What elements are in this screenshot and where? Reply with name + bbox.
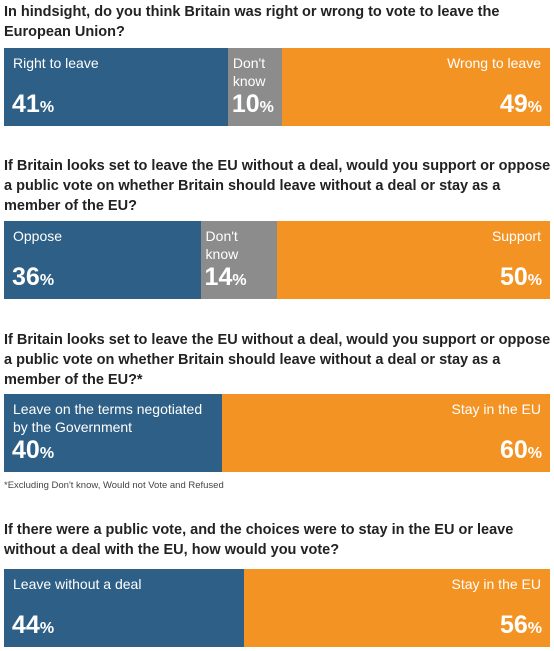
- bar-segment: Stay in the EU 60%: [222, 394, 550, 472]
- segment-label: Right to leave: [13, 55, 99, 71]
- segment-value: 40%: [12, 436, 54, 468]
- value-unit: %: [527, 445, 542, 462]
- bar-segment: Don't know 10%: [227, 48, 283, 126]
- value-unit: %: [39, 445, 55, 462]
- segment-label: Support: [491, 228, 541, 244]
- segment-value: 56%: [500, 611, 542, 643]
- bar-segment: Wrong to leave 49%: [282, 48, 550, 126]
- stacked-bar: Right to leave 41% Don't know 10% Wrong to l…: [4, 48, 550, 126]
- segment-value: 50%: [500, 263, 542, 295]
- value-number: 40: [12, 436, 40, 464]
- value-number: 49: [499, 90, 528, 118]
- segment-value: 41%: [12, 90, 54, 122]
- value-number: 10: [231, 90, 260, 118]
- segment-value: 14%: [205, 263, 247, 295]
- segment-label: Wrong to leave: [447, 55, 541, 71]
- value-number: 50: [499, 263, 528, 291]
- value-unit: %: [39, 272, 55, 289]
- value-unit: %: [39, 99, 55, 116]
- segment-label: Don't know: [205, 228, 239, 262]
- segment-value: 49%: [500, 90, 542, 122]
- value-number: 36: [12, 263, 40, 291]
- bar-segment: Support 50%: [276, 221, 550, 299]
- segment-value: 10%: [232, 90, 274, 122]
- bar-segment: Right to leave 41%: [4, 48, 228, 126]
- value-unit: %: [527, 620, 542, 637]
- stacked-bar: Leave without a deal 44% Stay in the EU 56%: [4, 569, 550, 647]
- value-number: 56: [499, 611, 528, 639]
- segment-value: 36%: [12, 263, 54, 295]
- value-unit: %: [259, 99, 274, 116]
- value-number: 44: [12, 611, 40, 639]
- value-unit: %: [527, 272, 542, 289]
- value-number: 14: [204, 263, 233, 291]
- segment-label: Stay in the EU: [451, 401, 541, 417]
- segment-label: Leave without a deal: [13, 576, 142, 592]
- bar-segment: Stay in the EU 56%: [244, 569, 550, 647]
- value-number: 60: [499, 436, 528, 464]
- value-unit: %: [527, 99, 542, 116]
- value-unit: %: [232, 272, 247, 289]
- segment-value: 60%: [500, 436, 542, 468]
- footnote: *Excluding Don't know, Would not Vote an…: [4, 480, 224, 491]
- question-title: If Britain looks set to leave the EU wit…: [4, 158, 551, 214]
- value-unit: %: [39, 620, 55, 637]
- stacked-bar: Leave on the terms negotiated by the Gov…: [4, 394, 550, 472]
- bar-segment: Oppose 36%: [4, 221, 201, 299]
- bar-segment: Don't know 14%: [200, 221, 277, 299]
- segment-label: Stay in the EU: [451, 576, 541, 592]
- stacked-bar: Oppose 36% Don't know 14% Support 50%: [4, 221, 550, 299]
- question-title: If there were a public vote, and the cho…: [4, 522, 514, 558]
- segment-value: 44%: [12, 611, 54, 643]
- segment-label: Leave on the terms negotiated by the Gov…: [13, 401, 203, 435]
- segment-label: Don't know: [232, 55, 266, 89]
- segment-label: Oppose: [13, 228, 63, 244]
- question-title: In hindsight, do you think Britain was r…: [4, 4, 500, 40]
- value-number: 41: [12, 90, 40, 118]
- bar-segment: Leave on the terms negotiated by the Gov…: [4, 394, 223, 472]
- question-title: If Britain looks set to leave the EU wit…: [4, 332, 551, 388]
- bar-segment: Leave without a deal 44%: [4, 569, 245, 647]
